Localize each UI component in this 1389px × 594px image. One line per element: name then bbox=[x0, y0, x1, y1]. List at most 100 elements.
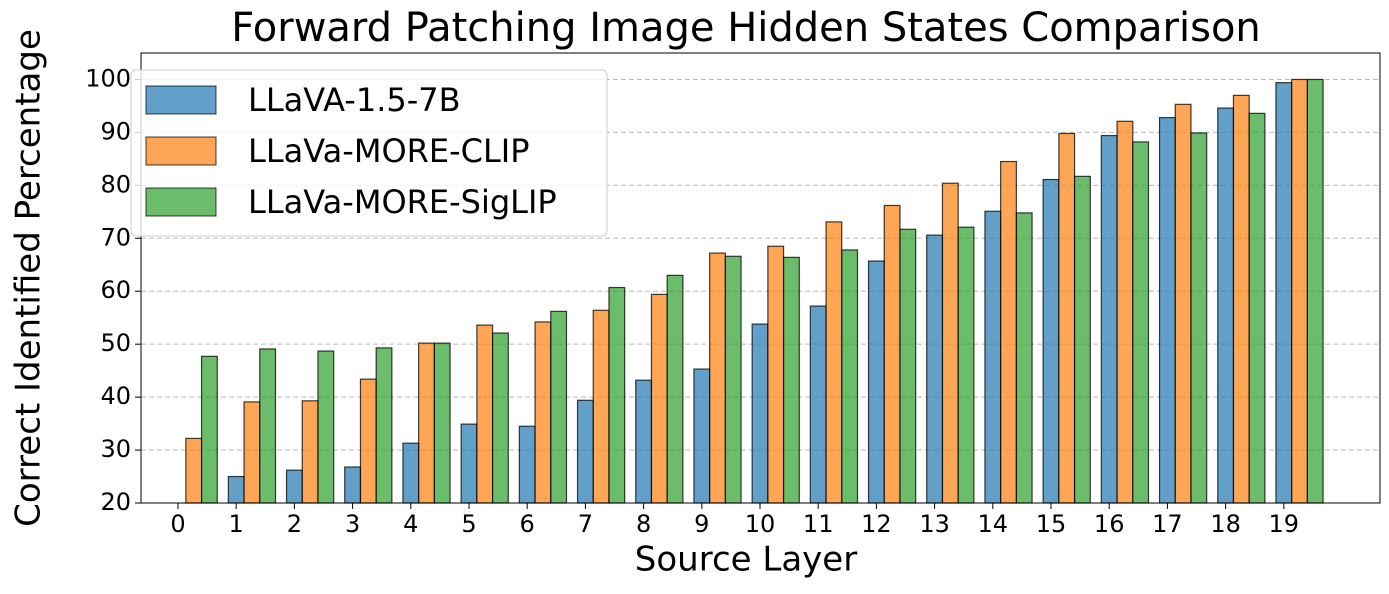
bar bbox=[841, 249, 859, 504]
y-tick-label: 30 bbox=[100, 435, 131, 463]
bar bbox=[1058, 132, 1076, 504]
bar bbox=[185, 437, 203, 504]
bar bbox=[666, 274, 684, 504]
x-tick-label: 10 bbox=[745, 510, 776, 538]
x-tick-label: 17 bbox=[1152, 510, 1183, 538]
x-tick-label: 12 bbox=[861, 510, 892, 538]
y-tick-label: 50 bbox=[100, 329, 131, 357]
y-tick-label: 90 bbox=[100, 117, 131, 145]
legend-swatch bbox=[145, 85, 217, 115]
x-tick-label: 9 bbox=[694, 510, 709, 538]
y-tick-label: 80 bbox=[100, 170, 131, 198]
y-tick-label: 100 bbox=[85, 64, 131, 92]
bar bbox=[984, 210, 1002, 504]
bar bbox=[592, 309, 610, 504]
bar bbox=[782, 256, 800, 504]
bar bbox=[301, 400, 319, 504]
bar bbox=[1015, 212, 1033, 504]
bar bbox=[433, 342, 451, 504]
x-tick-label: 6 bbox=[520, 510, 535, 538]
bar bbox=[1306, 78, 1324, 504]
legend-swatch bbox=[145, 187, 217, 217]
x-tick-label: 19 bbox=[1269, 510, 1300, 538]
bar bbox=[709, 252, 726, 504]
bar bbox=[476, 324, 494, 504]
legend-box bbox=[130, 69, 608, 237]
y-tick-label: 40 bbox=[100, 382, 131, 410]
bar bbox=[534, 321, 552, 504]
bar bbox=[693, 368, 711, 504]
x-tick-label: 8 bbox=[636, 510, 651, 538]
x-tick-label: 2 bbox=[287, 510, 302, 538]
bar bbox=[867, 260, 885, 504]
x-tick-label: 4 bbox=[403, 510, 418, 538]
bar bbox=[1000, 160, 1017, 504]
bar bbox=[1190, 132, 1208, 504]
bar bbox=[1073, 175, 1091, 504]
x-tick-label: 11 bbox=[803, 510, 834, 538]
bar bbox=[227, 475, 245, 504]
x-tick-label: 3 bbox=[345, 510, 360, 538]
y-tick-label: 70 bbox=[100, 223, 131, 251]
bar bbox=[359, 378, 377, 504]
x-tick-label: 13 bbox=[919, 510, 950, 538]
bar bbox=[1100, 134, 1118, 504]
bar bbox=[608, 286, 626, 504]
x-tick-label: 18 bbox=[1210, 510, 1241, 538]
bar bbox=[200, 355, 218, 504]
bar bbox=[724, 255, 742, 504]
bar bbox=[460, 423, 478, 504]
bar bbox=[243, 401, 261, 504]
bar bbox=[635, 379, 653, 504]
bar bbox=[1232, 94, 1250, 504]
bar bbox=[1158, 116, 1176, 504]
x-tick-label: 16 bbox=[1094, 510, 1125, 538]
bar bbox=[809, 305, 827, 504]
bar bbox=[941, 182, 959, 504]
x-tick-label: 7 bbox=[578, 510, 593, 538]
bar bbox=[550, 310, 568, 504]
bar bbox=[1248, 112, 1266, 504]
bar bbox=[1275, 82, 1293, 504]
bar bbox=[883, 204, 901, 504]
bar bbox=[1042, 178, 1060, 504]
bar bbox=[576, 399, 594, 504]
x-tick-label: 15 bbox=[1036, 510, 1067, 538]
x-axis-label: Source Layer bbox=[635, 540, 857, 580]
bar bbox=[650, 293, 668, 504]
bar bbox=[1132, 141, 1150, 504]
bar bbox=[1291, 78, 1308, 504]
bar bbox=[957, 226, 975, 504]
x-tick-label: 1 bbox=[229, 510, 244, 538]
chart-title: Forward Patching Image Hidden States Com… bbox=[231, 5, 1261, 51]
bar bbox=[899, 228, 917, 504]
legend-label: LLaVa-MORE-CLIP bbox=[248, 132, 530, 170]
y-axis-label: Correct Identified Percentage bbox=[9, 29, 49, 527]
bar bbox=[344, 466, 362, 504]
legend-label: LLaVa-MORE-SigLIP bbox=[248, 183, 557, 221]
y-tick-label: 60 bbox=[100, 276, 131, 304]
bar bbox=[1217, 107, 1235, 504]
x-tick-label: 0 bbox=[170, 510, 185, 538]
bar bbox=[285, 469, 303, 504]
bar bbox=[767, 245, 785, 504]
bar bbox=[259, 348, 277, 504]
bar bbox=[518, 425, 536, 504]
bar bbox=[418, 342, 435, 504]
x-tick-label: 5 bbox=[461, 510, 476, 538]
y-tick-label: 20 bbox=[100, 488, 131, 516]
bar bbox=[491, 332, 509, 504]
bar bbox=[751, 323, 769, 504]
bar bbox=[317, 350, 335, 504]
bar bbox=[1116, 120, 1134, 504]
plot-frame bbox=[140, 52, 1381, 504]
bar bbox=[402, 442, 420, 504]
legend-label: LLaVA-1.5-7B bbox=[248, 81, 461, 119]
legend-swatch bbox=[145, 136, 217, 166]
x-tick-label: 14 bbox=[978, 510, 1009, 538]
bar bbox=[926, 234, 944, 504]
bar bbox=[1174, 103, 1192, 504]
bar bbox=[375, 347, 393, 504]
bar bbox=[825, 221, 843, 504]
